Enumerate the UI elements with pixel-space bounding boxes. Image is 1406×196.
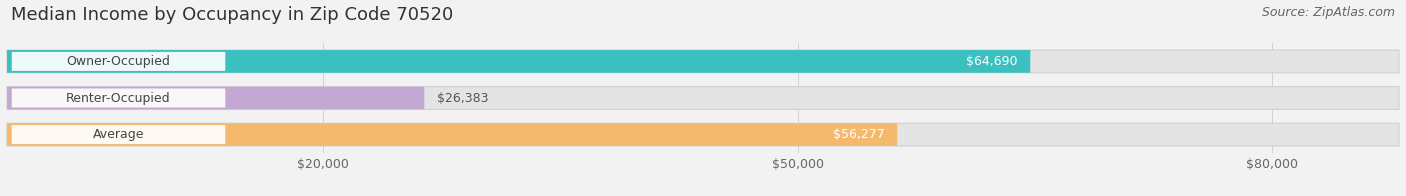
FancyBboxPatch shape [7, 87, 1399, 109]
Text: $56,277: $56,277 [832, 128, 884, 141]
Text: Average: Average [93, 128, 145, 141]
Text: $64,690: $64,690 [966, 55, 1018, 68]
Text: Source: ZipAtlas.com: Source: ZipAtlas.com [1261, 6, 1395, 19]
Text: Median Income by Occupancy in Zip Code 70520: Median Income by Occupancy in Zip Code 7… [11, 6, 454, 24]
Text: Owner-Occupied: Owner-Occupied [66, 55, 170, 68]
FancyBboxPatch shape [11, 52, 225, 71]
FancyBboxPatch shape [11, 88, 225, 108]
FancyBboxPatch shape [7, 50, 1031, 73]
Text: $26,383: $26,383 [437, 92, 488, 104]
FancyBboxPatch shape [7, 50, 1399, 73]
FancyBboxPatch shape [11, 125, 225, 144]
FancyBboxPatch shape [7, 87, 425, 109]
FancyBboxPatch shape [7, 123, 897, 146]
FancyBboxPatch shape [7, 123, 1399, 146]
Text: Renter-Occupied: Renter-Occupied [66, 92, 172, 104]
